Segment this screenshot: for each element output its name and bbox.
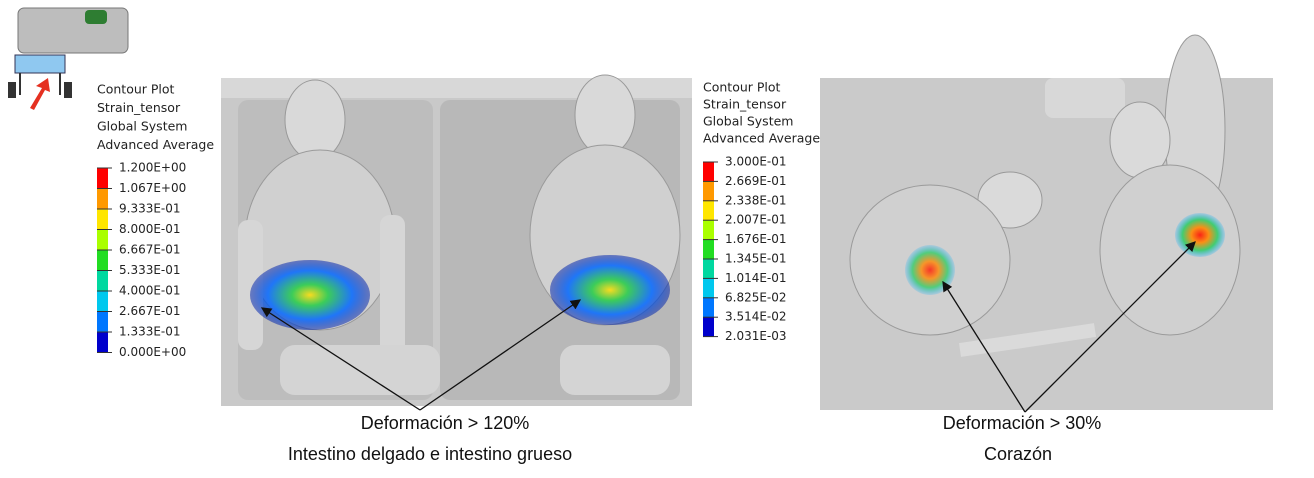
simulation-image-2: [820, 34, 1273, 410]
colorbar-segment: [703, 220, 714, 240]
legend-label: 0.000E+00: [119, 345, 186, 359]
legend-label: 1.014E-01: [725, 271, 787, 285]
legend-title: Advanced Average: [97, 137, 214, 152]
vehicle-icon: [8, 7, 129, 110]
colorbar-segment: [97, 332, 108, 353]
legend-title: Global System: [703, 114, 793, 129]
caption: Corazón: [984, 444, 1052, 464]
colorbar-segment: [97, 311, 108, 332]
colorbar-segment: [703, 259, 714, 279]
legend-label: 2.338E-01: [725, 193, 787, 207]
legend-title: Global System: [97, 119, 187, 134]
legend-label: 6.667E-01: [119, 243, 181, 257]
colorbar-segment: [97, 209, 108, 230]
colorbar-segment: [97, 188, 108, 209]
legend-label: 2.669E-01: [725, 174, 787, 188]
legend-title: Advanced Average: [703, 131, 820, 146]
legend-title: Strain_tensor: [703, 97, 787, 112]
legend-label: 1.345E-01: [725, 252, 787, 266]
simulation-image-1: [221, 74, 692, 406]
colorbar-segment: [703, 181, 714, 201]
legend-label: 6.825E-02: [725, 290, 787, 304]
legend-title: Contour Plot: [97, 82, 175, 97]
legend-label: 9.333E-01: [119, 202, 181, 216]
legend-label: 1.200E+00: [119, 161, 186, 175]
colorbar-segment: [97, 270, 108, 291]
legend-label: 4.000E-01: [119, 284, 181, 298]
colorbar-segment: [703, 297, 714, 318]
legend-label: 2.007E-01: [725, 213, 787, 227]
legend-label: 8.000E-01: [119, 222, 181, 236]
colorbar-segment: [97, 229, 108, 250]
colorbar-segment: [703, 239, 714, 259]
legend-label: 1.067E+00: [119, 181, 186, 195]
arrows: [260, 241, 1196, 413]
legend-label: 3.000E-01: [725, 155, 787, 169]
colorbar-segment: [97, 291, 108, 312]
caption: Deformación > 30%: [943, 413, 1102, 433]
legend-label: 2.031E-03: [725, 329, 787, 343]
colorbar-segment: [703, 278, 714, 298]
colorbar-segment: [703, 317, 714, 337]
legend-label: 2.667E-01: [119, 304, 181, 318]
legend-label: 3.514E-02: [725, 310, 787, 324]
colorbar-segment: [97, 250, 108, 271]
legend-title: Contour Plot: [703, 80, 781, 95]
legend-label: 1.676E-01: [725, 232, 787, 246]
colorbar-segment: [97, 168, 108, 189]
legend-label: 1.333E-01: [119, 325, 181, 339]
caption: Deformación > 120%: [361, 413, 530, 433]
legend-label: 5.333E-01: [119, 263, 181, 277]
colorbar-segment: [703, 162, 714, 182]
colorbar-segment: [703, 200, 714, 221]
legend-title: Strain_tensor: [97, 100, 181, 115]
caption: Intestino delgado e intestino grueso: [288, 444, 572, 464]
